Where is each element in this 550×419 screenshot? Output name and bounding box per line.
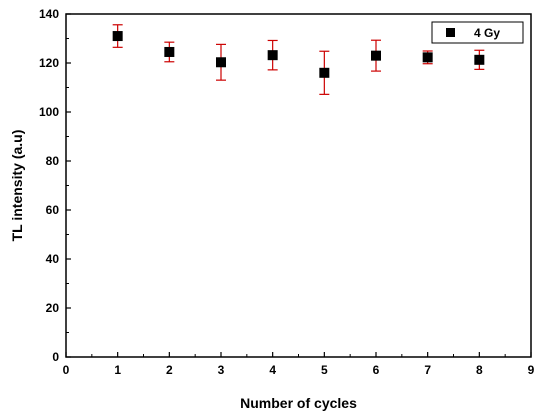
y-axis-label: TL intensity (a.u) bbox=[9, 130, 25, 242]
plot-frame bbox=[65, 13, 532, 358]
y-tick-label: 20 bbox=[46, 301, 60, 315]
x-axis-label: Number of cycles bbox=[240, 395, 357, 411]
y-tick-label: 40 bbox=[46, 252, 60, 266]
y-tick-label: 140 bbox=[39, 7, 59, 21]
legend-label: 4 Gy bbox=[474, 26, 500, 40]
x-tick-label: 4 bbox=[269, 363, 276, 377]
data-point bbox=[164, 46, 175, 57]
legend-marker bbox=[446, 28, 455, 37]
x-tick-label: 3 bbox=[218, 363, 225, 377]
data-point bbox=[422, 52, 433, 63]
y-tick-label: 0 bbox=[52, 350, 59, 364]
data-point bbox=[112, 31, 123, 42]
x-tick-label: 0 bbox=[63, 363, 70, 377]
data-point bbox=[216, 57, 226, 68]
data-point bbox=[474, 54, 485, 65]
legend: 4 Gy bbox=[431, 21, 524, 44]
x-tick-label: 8 bbox=[476, 363, 483, 377]
x-tick-label: 1 bbox=[114, 363, 121, 377]
data-points bbox=[112, 31, 485, 78]
y-axis-ticks: 0 20 40 60 80 100 120 140 bbox=[39, 7, 71, 364]
y-tick-label: 120 bbox=[39, 56, 59, 70]
x-tick-label: 9 bbox=[528, 363, 535, 377]
x-tick-label: 5 bbox=[321, 363, 328, 377]
x-tick-label: 6 bbox=[373, 363, 380, 377]
x-tick-label: 2 bbox=[166, 363, 173, 377]
legend-box bbox=[431, 21, 524, 44]
x-tick-label: 7 bbox=[424, 363, 431, 377]
y-tick-label: 100 bbox=[39, 105, 59, 119]
data-point bbox=[267, 50, 278, 61]
y-tick-label: 60 bbox=[46, 203, 60, 217]
data-point bbox=[319, 67, 330, 78]
x-axis-ticks: 0 1 2 3 4 5 6 7 8 9 bbox=[63, 352, 535, 377]
y-tick-label: 80 bbox=[46, 154, 60, 168]
data-point bbox=[371, 50, 381, 61]
